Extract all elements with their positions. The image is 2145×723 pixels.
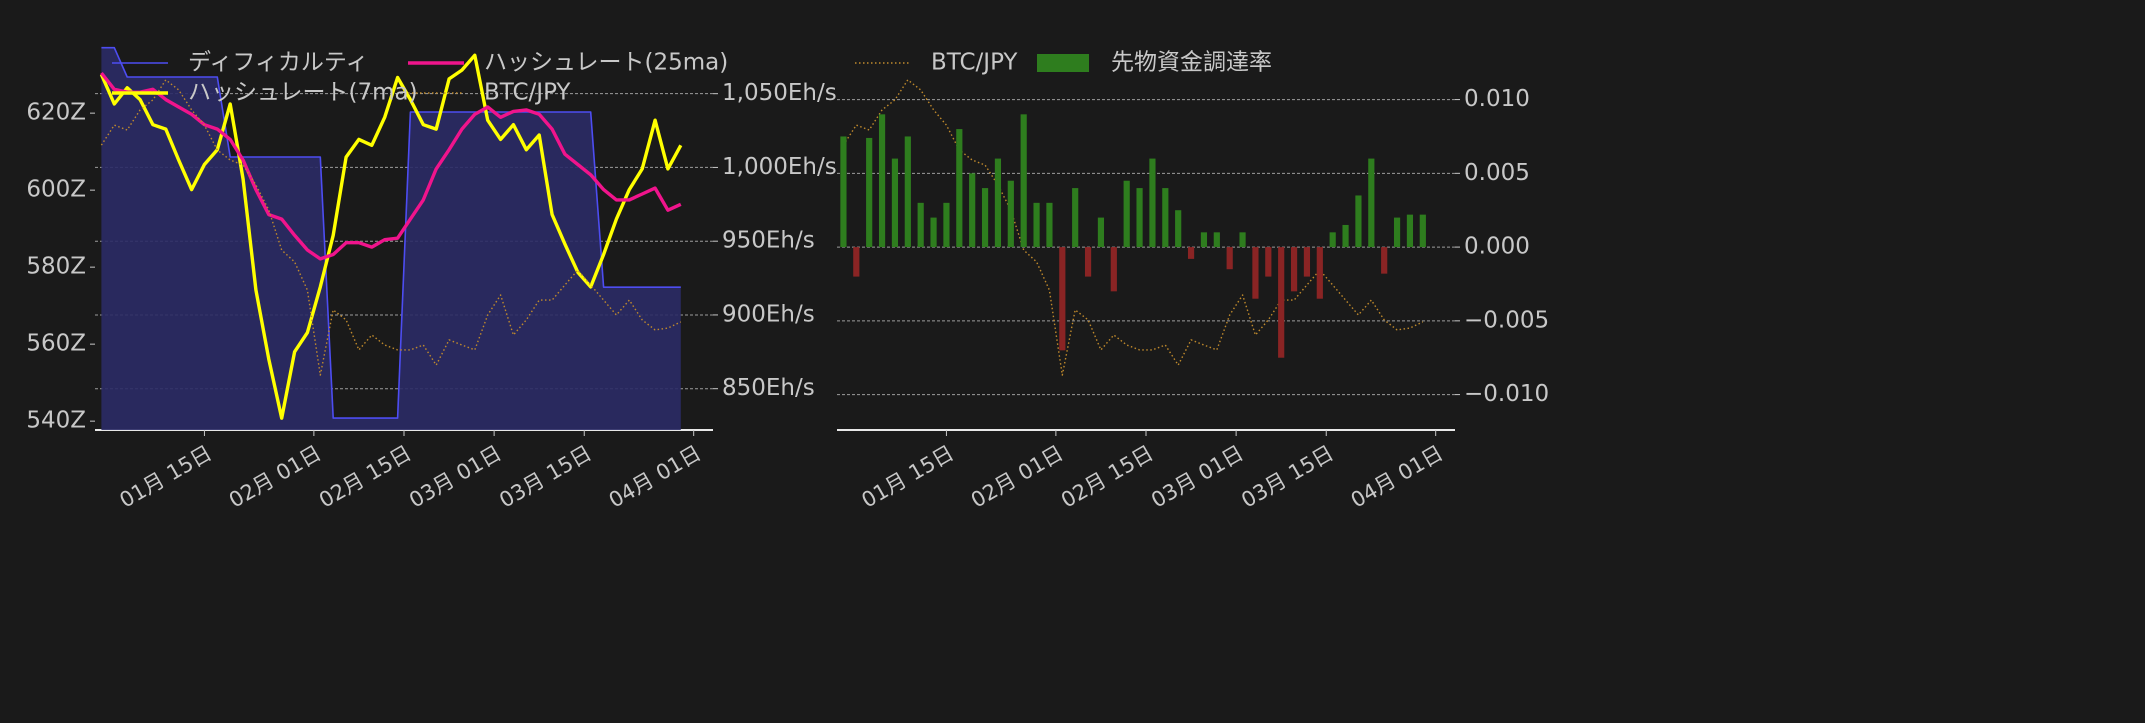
- bar: [904, 136, 911, 248]
- x-tick-label: 02月 01日: [967, 441, 1067, 513]
- bar: [981, 188, 989, 248]
- bar: [1136, 188, 1143, 248]
- bar: [1200, 232, 1208, 248]
- y-tick-label: 600Z: [26, 177, 86, 203]
- line: [100, 79, 682, 376]
- bar: [1046, 202, 1053, 248]
- legend-label: ディフィカルティ: [188, 50, 369, 76]
- bar: [1110, 247, 1117, 292]
- x-tick-label: 03月 15日: [1237, 441, 1337, 513]
- x-tick-label: 03月 01日: [1147, 441, 1247, 513]
- bar: [1278, 247, 1285, 358]
- bar: [1033, 202, 1040, 248]
- bar: [878, 114, 886, 248]
- bar: [1226, 247, 1233, 270]
- bar: [1419, 214, 1426, 248]
- bar: [1252, 247, 1259, 299]
- bar: [1123, 180, 1130, 248]
- bar: [994, 158, 1002, 248]
- legend-swatch: [1037, 54, 1089, 72]
- line: [100, 71, 682, 261]
- bar: [1149, 158, 1156, 248]
- bar: [840, 136, 847, 248]
- bar: [1187, 247, 1195, 259]
- bar: [943, 202, 950, 248]
- bar: [1406, 214, 1414, 248]
- line: [842, 79, 1424, 376]
- legend-label: ハッシュレート(7ma): [188, 80, 418, 106]
- legend-label: 先物資金調達率: [1111, 50, 1272, 76]
- bar: [1329, 232, 1336, 248]
- line: [99, 53, 683, 420]
- area-line: [101, 46, 681, 419]
- x-tick-label: 03月 15日: [495, 441, 595, 513]
- bar: [956, 129, 963, 248]
- bar: [1162, 188, 1169, 248]
- x-tick-label: 04月 01日: [605, 441, 705, 513]
- y-tick-label: 620Z: [26, 100, 86, 126]
- bar: [1084, 247, 1092, 277]
- bar: [1175, 210, 1182, 248]
- bar: [1097, 217, 1105, 248]
- legend-label: BTC/JPY: [931, 50, 1018, 76]
- bar: [1368, 158, 1375, 248]
- y2-tick-label: 850Eh/s: [722, 375, 815, 401]
- bar: [853, 247, 860, 277]
- legend-label: ハッシュレート(25ma): [484, 50, 728, 76]
- y2-tick-label: 0.010: [1464, 86, 1530, 112]
- bar: [1290, 247, 1298, 292]
- x-tick-label: 01月 15日: [115, 441, 215, 513]
- x-tick-label: 02月 15日: [1057, 441, 1157, 513]
- x-tick-label: 02月 15日: [315, 441, 415, 513]
- bar: [1213, 232, 1220, 248]
- y-tick-label: 540Z: [26, 408, 86, 434]
- bar: [891, 158, 899, 248]
- bar: [1239, 232, 1246, 248]
- y2-tick-label: −0.010: [1464, 381, 1549, 407]
- bar: [1381, 247, 1388, 274]
- bar: [1303, 247, 1311, 277]
- y2-tick-label: 900Eh/s: [722, 301, 815, 327]
- y2-tick-label: 0.000: [1464, 234, 1530, 260]
- y-tick-label: 560Z: [26, 331, 86, 357]
- bar: [1316, 247, 1323, 299]
- x-tick-label: 01月 15日: [857, 441, 957, 513]
- legend-label: BTC/JPY: [484, 80, 571, 106]
- bar: [1342, 224, 1349, 248]
- bar: [1020, 114, 1027, 248]
- area-fill: [101, 47, 681, 430]
- bar: [1355, 195, 1362, 248]
- y2-tick-label: 950Eh/s: [722, 228, 815, 254]
- bar: [1059, 247, 1066, 351]
- y2-tick-label: 1,000Eh/s: [722, 154, 837, 180]
- bar: [1007, 180, 1014, 248]
- bar: [930, 217, 937, 248]
- bar: [917, 202, 924, 248]
- x-tick-label: 04月 01日: [1347, 441, 1447, 513]
- bar: [969, 173, 976, 248]
- x-tick-label: 02月 01日: [225, 441, 325, 513]
- y2-tick-label: 1,050Eh/s: [722, 80, 837, 106]
- bar: [1265, 247, 1272, 277]
- bar: [866, 137, 873, 248]
- y2-tick-label: 0.005: [1464, 160, 1530, 186]
- y2-tick-label: −0.005: [1464, 307, 1549, 333]
- x-tick-label: 03月 01日: [405, 441, 505, 513]
- bar: [1393, 217, 1401, 248]
- y-tick-label: 580Z: [26, 254, 86, 280]
- bar: [1072, 188, 1079, 248]
